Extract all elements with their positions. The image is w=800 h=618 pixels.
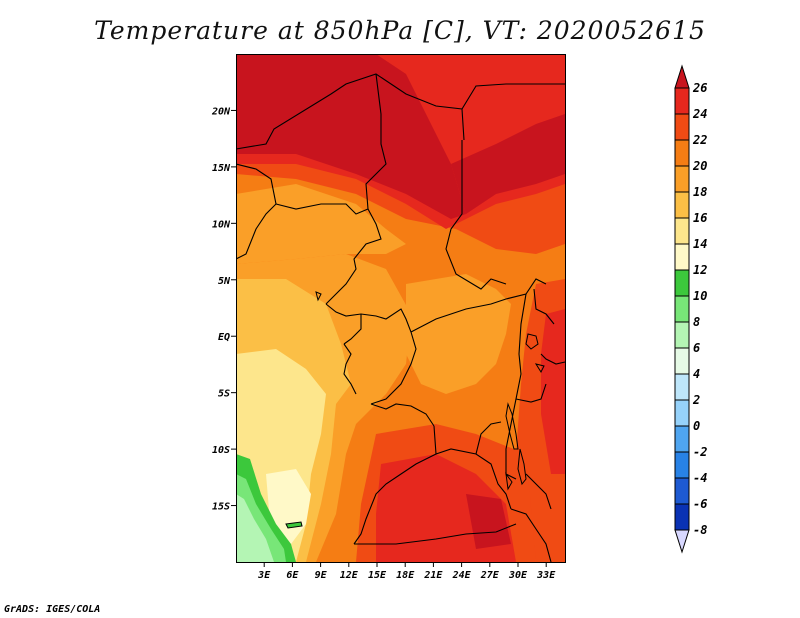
field-band-24-26-east	[541, 309, 565, 474]
colorbar-box	[674, 243, 690, 271]
colorbar-label: 24	[692, 107, 707, 121]
lat-tick-label: 10S	[212, 445, 230, 456]
colorbar-label: 10	[693, 289, 707, 303]
field-band-18-20-north	[236, 184, 406, 264]
lon-tick-label: 12E	[340, 570, 359, 581]
colorbar-label: 26	[692, 81, 707, 95]
colorbar-box	[674, 139, 690, 167]
lon-tick-label: 3E	[257, 570, 271, 581]
colorbar-box	[674, 503, 690, 531]
colorbar-label: 12	[693, 263, 707, 277]
lakes	[285, 291, 545, 529]
colorbar-label: -8	[693, 523, 707, 537]
colorbar-box	[674, 191, 690, 219]
colorbar-label: 0	[693, 419, 700, 433]
colorbar-label: 16	[693, 211, 707, 225]
colorbar-bottom-arrow	[674, 529, 690, 554]
colorbar-box	[674, 165, 690, 193]
lon-tick-label: 24E	[452, 570, 472, 581]
lon-tick-label: 6E	[286, 570, 299, 581]
footer-credit: GrADS: IGES/COLA	[4, 604, 101, 615]
lon-tick-label: 18E	[396, 570, 415, 581]
colorbar-box	[674, 451, 690, 479]
colorbar-label: 4	[693, 367, 700, 381]
colorbar-label: -4	[693, 471, 707, 485]
lon-tick-label: 30E	[508, 570, 528, 581]
map-frame	[236, 54, 566, 563]
colorbar-box	[674, 373, 690, 401]
lat-tick-label: 5S	[218, 389, 230, 400]
lon-tick-label: 9E	[315, 570, 328, 581]
lon-tick-label: 21E	[423, 570, 443, 581]
colorbar-box	[674, 113, 690, 141]
colorbar-label: 22	[692, 133, 707, 147]
lon-tick-label: 15E	[368, 570, 387, 581]
colorbar-box	[674, 217, 690, 245]
colorbar-box	[674, 477, 690, 505]
lat-tick-label: 15S	[212, 502, 230, 513]
lat-tick-label: 10N	[212, 219, 231, 230]
lat-axis: 20N 15N 10N 5N EQ 5S 10S 15S	[211, 106, 236, 513]
field-band-18-20-central	[406, 274, 511, 394]
lon-tick-label: 33E	[536, 570, 556, 581]
lat-tick-label: 20N	[211, 106, 231, 117]
colorbar-label: -2	[693, 445, 707, 459]
temperature-map	[236, 54, 566, 563]
field-band-above-26-northeast	[451, 114, 565, 214]
colorbar-label: 14	[693, 237, 707, 251]
colorbar-box	[674, 321, 690, 349]
colorbar-label: -6	[693, 497, 707, 511]
colorbar-label: 18	[693, 185, 707, 199]
colorbar-box	[674, 425, 690, 453]
colorbar-box	[674, 399, 690, 427]
lat-tick-label: 15N	[212, 163, 231, 174]
chart-title: Temperature at 850hPa [C], VT: 202005261…	[94, 16, 706, 45]
colorbar-box	[674, 269, 690, 297]
field-band-6-8	[236, 494, 274, 562]
country-borders	[236, 73, 566, 563]
colorbar-box	[674, 347, 690, 375]
colorbar-label: 8	[693, 315, 700, 329]
lat-tick-label: 5N	[218, 276, 231, 287]
lon-tick-label: 27E	[480, 570, 500, 581]
colorbar-top-arrow	[674, 64, 690, 89]
field-band-above-26-south	[466, 494, 511, 549]
colorbar-label: 20	[692, 159, 707, 173]
colorbar-label: 6	[693, 341, 700, 355]
colorbar-box	[674, 295, 690, 323]
lat-tick-label: EQ	[218, 332, 230, 343]
colorbar-label: 2	[692, 393, 700, 407]
colorbar-box	[674, 87, 690, 115]
